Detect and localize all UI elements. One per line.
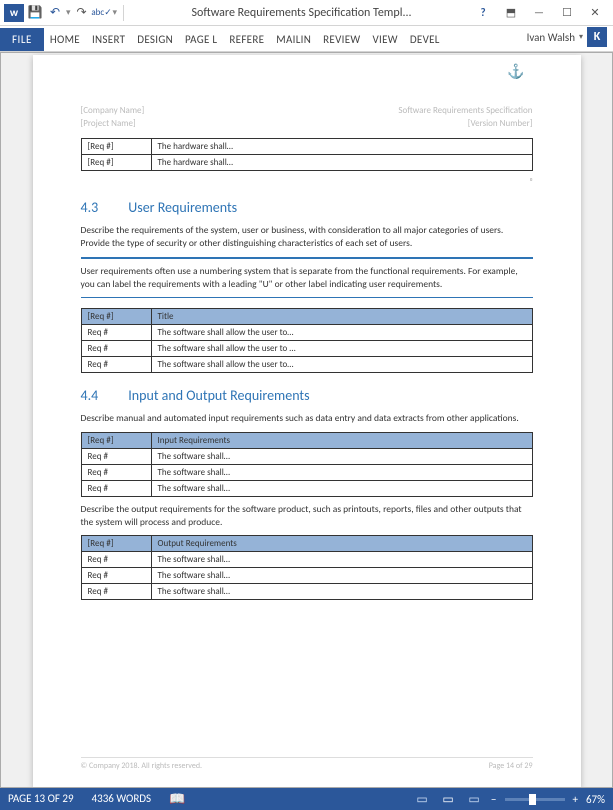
table-cell[interactable]: The software shall… bbox=[151, 464, 532, 480]
section-4-3-heading[interactable]: 4.3 User Requirements bbox=[81, 199, 533, 216]
tab-insert[interactable]: INSERT bbox=[86, 28, 131, 51]
table-cell[interactable]: The software shall allow the user to… bbox=[151, 357, 532, 373]
table-cell[interactable]: The hardware shall… bbox=[151, 155, 532, 171]
table-cell[interactable]: [Req #] bbox=[81, 139, 151, 155]
resize-handle-icon[interactable]: ▫ bbox=[81, 175, 533, 185]
redo-icon[interactable]: ↷ bbox=[73, 4, 91, 22]
user-name: Ivan Walsh bbox=[527, 31, 575, 44]
section-title: Input and Output Requirements bbox=[128, 387, 309, 404]
output-req-table[interactable]: [Req #]Output Requirements Req #The soft… bbox=[81, 535, 533, 600]
table-cell[interactable]: Req # bbox=[81, 480, 151, 496]
body-paragraph[interactable]: Describe the output requirements for the… bbox=[81, 503, 533, 530]
maximize-icon[interactable]: ☐ bbox=[555, 3, 579, 23]
user-req-table[interactable]: [Req #]Title Req #The software shall all… bbox=[81, 308, 533, 373]
table-header[interactable]: Input Requirements bbox=[151, 432, 532, 448]
table-cell[interactable]: Req # bbox=[81, 357, 151, 373]
page[interactable]: ⚓ [Company Name] [Project Name] Software… bbox=[33, 55, 581, 787]
tab-view[interactable]: VIEW bbox=[366, 28, 403, 51]
zoom-in-icon[interactable]: + bbox=[573, 793, 578, 806]
spellcheck-icon[interactable]: abc✓ bbox=[93, 4, 111, 22]
help-icon[interactable]: ? bbox=[471, 3, 495, 23]
section-4-4-heading[interactable]: 4.4 Input and Output Requirements bbox=[81, 387, 533, 404]
header-doc-title: Software Requirements Specification bbox=[398, 105, 532, 118]
status-words[interactable]: 4336 WORDS bbox=[92, 792, 152, 807]
word-icon[interactable]: w bbox=[4, 4, 24, 22]
qat-customize-icon[interactable]: ▾ bbox=[113, 7, 118, 18]
zoom-thumb[interactable] bbox=[529, 794, 536, 805]
table-cell[interactable]: Req # bbox=[81, 448, 151, 464]
body-paragraph[interactable]: Describe manual and automated input requ… bbox=[81, 412, 533, 425]
table-cell[interactable]: Req # bbox=[81, 552, 151, 568]
table-cell[interactable]: The hardware shall… bbox=[151, 139, 532, 155]
section-title: User Requirements bbox=[128, 199, 237, 216]
window-title: Software Requirements Specification Temp… bbox=[132, 6, 471, 20]
tab-review[interactable]: REVIEW bbox=[317, 28, 366, 51]
table-header[interactable]: Title bbox=[151, 309, 532, 325]
tab-home[interactable]: HOME bbox=[44, 28, 86, 51]
tab-references[interactable]: REFERE bbox=[223, 28, 270, 51]
undo-dropdown-icon[interactable]: ▾ bbox=[66, 7, 71, 18]
tab-pagelayout[interactable]: PAGE L bbox=[179, 28, 223, 51]
table-header[interactable]: [Req #] bbox=[81, 536, 151, 552]
undo-icon[interactable]: ↶ bbox=[46, 4, 64, 22]
table-cell[interactable]: Req # bbox=[81, 341, 151, 357]
window-controls: ? ⬒ — ☐ ✕ bbox=[471, 3, 613, 23]
table-cell[interactable]: [Req #] bbox=[81, 155, 151, 171]
save-icon[interactable]: 💾 bbox=[26, 4, 44, 22]
header-project: [Project Name] bbox=[81, 118, 145, 131]
tab-mailings[interactable]: MAILIN bbox=[270, 28, 317, 51]
close-icon[interactable]: ✕ bbox=[583, 3, 607, 23]
header-company: [Company Name] bbox=[81, 105, 145, 118]
input-req-table[interactable]: [Req #]Input Requirements Req #The softw… bbox=[81, 432, 533, 497]
view-print-icon[interactable]: ▭ bbox=[439, 791, 457, 807]
ribbon-display-icon[interactable]: ⬒ bbox=[499, 3, 523, 23]
body-paragraph[interactable]: Describe the requirements of the system,… bbox=[81, 224, 533, 251]
table-cell[interactable]: The software shall… bbox=[151, 480, 532, 496]
ribbon-tabs: HOME INSERT DESIGN PAGE L REFERE MAILIN … bbox=[44, 28, 527, 51]
file-tab[interactable]: FILE bbox=[0, 28, 44, 51]
table-cell[interactable]: The software shall allow the user to … bbox=[151, 341, 532, 357]
zoom-out-icon[interactable]: − bbox=[491, 793, 496, 806]
user-area[interactable]: Ivan Walsh ▾ K bbox=[527, 27, 613, 51]
tab-design[interactable]: DESIGN bbox=[131, 28, 179, 51]
table-header[interactable]: [Req #] bbox=[81, 309, 151, 325]
table-cell[interactable]: The software shall… bbox=[151, 552, 532, 568]
table-cell[interactable]: Req # bbox=[81, 584, 151, 600]
note-box[interactable]: User requirements often use a numbering … bbox=[81, 257, 533, 299]
page-footer: © Company 2018. All rights reserved. Pag… bbox=[81, 757, 533, 771]
minimize-icon[interactable]: — bbox=[527, 3, 551, 23]
view-web-icon[interactable]: ▭ bbox=[465, 791, 483, 807]
user-badge[interactable]: K bbox=[587, 27, 607, 47]
page-header: [Company Name] [Project Name] Software R… bbox=[81, 105, 533, 130]
zoom-level[interactable]: 67% bbox=[586, 793, 605, 806]
table-cell[interactable]: The software shall allow the user to… bbox=[151, 325, 532, 341]
section-number: 4.4 bbox=[81, 387, 99, 404]
statusbar: PAGE 13 OF 29 4336 WORDS 📖 ▭ ▭ ▭ − + 67% bbox=[0, 788, 613, 810]
header-version: [Version Number] bbox=[398, 118, 532, 131]
status-proofing-icon[interactable]: 📖 bbox=[169, 792, 185, 807]
hardware-req-table[interactable]: [Req #]The hardware shall… [Req #]The ha… bbox=[81, 138, 533, 171]
status-page[interactable]: PAGE 13 OF 29 bbox=[8, 792, 74, 807]
quick-access-toolbar: w 💾 ↶ ▾ ↷ abc✓ ▾ bbox=[0, 4, 132, 22]
table-cell[interactable]: The software shall… bbox=[151, 584, 532, 600]
table-cell[interactable]: Req # bbox=[81, 568, 151, 584]
user-dropdown-icon: ▾ bbox=[579, 32, 583, 42]
footer-copyright: © Company 2018. All rights reserved. bbox=[81, 761, 203, 771]
table-header[interactable]: [Req #] bbox=[81, 432, 151, 448]
qat-divider bbox=[123, 5, 124, 21]
table-cell[interactable]: The software shall… bbox=[151, 448, 532, 464]
tab-developer[interactable]: DEVEL bbox=[404, 28, 446, 51]
zoom-slider[interactable] bbox=[505, 798, 565, 801]
section-number: 4.3 bbox=[81, 199, 99, 216]
anchor-icon: ⚓ bbox=[507, 63, 524, 80]
ribbon: FILE HOME INSERT DESIGN PAGE L REFERE MA… bbox=[0, 26, 613, 52]
titlebar: w 💾 ↶ ▾ ↷ abc✓ ▾ Software Requirements S… bbox=[0, 0, 613, 26]
view-read-icon[interactable]: ▭ bbox=[413, 791, 431, 807]
table-cell[interactable]: Req # bbox=[81, 325, 151, 341]
document-area[interactable]: ⚓ [Company Name] [Project Name] Software… bbox=[0, 52, 613, 788]
table-cell[interactable]: The software shall… bbox=[151, 568, 532, 584]
table-cell[interactable]: Req # bbox=[81, 464, 151, 480]
footer-page-number: Page 14 of 29 bbox=[489, 761, 533, 771]
table-header[interactable]: Output Requirements bbox=[151, 536, 532, 552]
